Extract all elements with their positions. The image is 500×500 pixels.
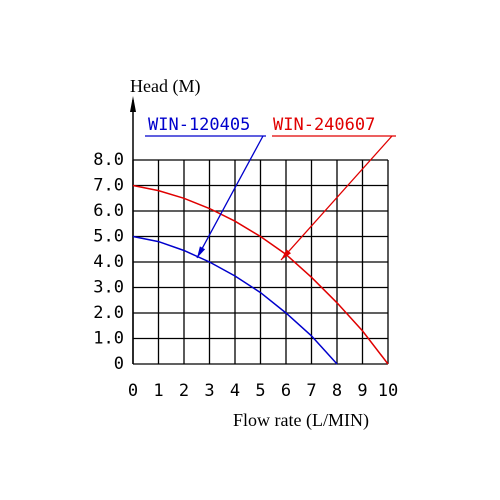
leader-line (196, 135, 264, 259)
x-tick-label: 3 (204, 381, 214, 401)
y-tick-label: 1.0 (93, 329, 124, 349)
series-line (132, 235, 338, 365)
y-axis-arrow (130, 96, 136, 112)
x-tick-label: 6 (281, 381, 291, 401)
series-line (132, 184, 389, 365)
x-tick-label: 10 (378, 381, 398, 401)
y-tick-label: 7.0 (93, 176, 124, 196)
legend-label: WIN-120405 (148, 115, 250, 135)
leader-line (280, 135, 393, 261)
x-tick-label: 5 (255, 381, 265, 401)
y-tick-label: 0 (114, 354, 124, 374)
y-tick-label: 8.0 (93, 150, 124, 170)
x-tick-label: 2 (179, 381, 189, 401)
y-tick-label: 2.0 (93, 303, 124, 323)
x-tick-label: 4 (230, 381, 240, 401)
x-tick-label: 8 (332, 381, 342, 401)
x-axis-title: Flow rate (L/MIN) (233, 410, 369, 431)
y-tick-label: 4.0 (93, 252, 124, 272)
y-tick-label: 3.0 (93, 278, 124, 298)
leader-arrow (197, 246, 206, 258)
x-tick-label: 9 (357, 381, 367, 401)
leader-arrow (281, 249, 291, 260)
x-tick-label: 7 (306, 381, 316, 401)
y-tick-label: 5.0 (93, 227, 124, 247)
x-tick-label: 0 (128, 381, 138, 401)
legend-label: WIN-240607 (273, 115, 375, 135)
y-axis-title: Head (M) (130, 76, 200, 97)
y-tick-label: 6.0 (93, 201, 124, 221)
x-tick-label: 1 (153, 381, 163, 401)
